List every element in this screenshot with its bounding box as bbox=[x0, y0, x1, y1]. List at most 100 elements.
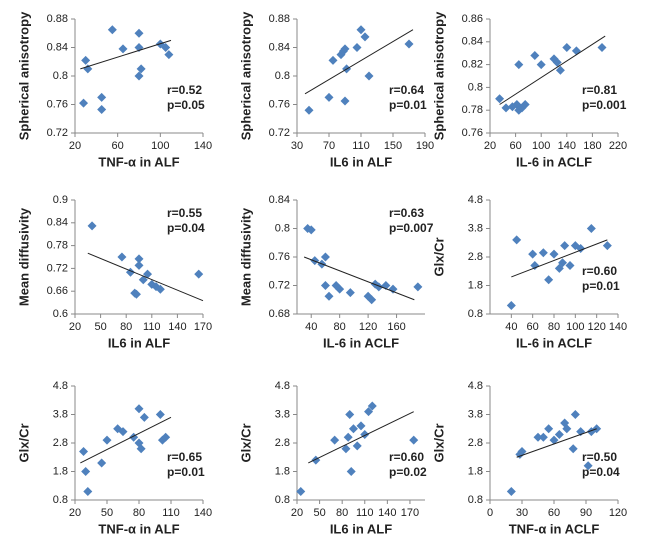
y-tick-label: 0.78 bbox=[47, 240, 68, 252]
y-tick-label: 2.8 bbox=[275, 437, 290, 449]
data-point bbox=[134, 28, 144, 38]
data-point bbox=[97, 458, 107, 468]
data-point bbox=[118, 427, 128, 437]
x-tick-label: 70 bbox=[323, 140, 335, 152]
data-point bbox=[506, 300, 516, 310]
y-tick-label: 0.68 bbox=[269, 308, 290, 320]
y-tick-label: 0.84 bbox=[269, 194, 290, 206]
trend-line bbox=[80, 39, 172, 70]
y-tick-label: 0.8 bbox=[468, 81, 483, 93]
data-point bbox=[367, 401, 377, 411]
data-point bbox=[356, 25, 366, 35]
y-tick-label: 0.66 bbox=[47, 285, 68, 297]
x-tick-label: 20 bbox=[69, 507, 81, 519]
y-tick-label: 0.72 bbox=[269, 127, 290, 139]
trend-line bbox=[499, 35, 606, 105]
y-axis-label: Mean diffusivity bbox=[238, 207, 253, 306]
y-tick-label: 0.88 bbox=[269, 13, 290, 25]
data-point bbox=[346, 467, 356, 476]
x-axis-label: IL-6 in ACLF bbox=[516, 335, 592, 350]
annotation: r=0.81 bbox=[582, 83, 617, 97]
data-point bbox=[552, 57, 562, 67]
y-axis-label: Spherical anisotropy bbox=[238, 11, 253, 140]
data-point bbox=[571, 46, 581, 56]
x-tick-label: 120 bbox=[609, 507, 627, 519]
y-tick-label: 0.84 bbox=[462, 36, 483, 48]
data-point bbox=[81, 467, 91, 476]
data-point bbox=[514, 60, 524, 70]
data-point bbox=[340, 96, 350, 106]
data-point bbox=[340, 44, 350, 54]
trend-line bbox=[516, 428, 597, 458]
data-point bbox=[345, 288, 355, 298]
data-point bbox=[555, 65, 565, 75]
x-axis-label: IL6 in ALF bbox=[108, 335, 170, 350]
x-tick-label: 20 bbox=[69, 321, 81, 333]
data-point bbox=[117, 252, 127, 262]
y-tick-label: 3.8 bbox=[53, 408, 68, 420]
data-point bbox=[568, 444, 578, 454]
data-point bbox=[328, 55, 338, 65]
annotation: r=0.50 bbox=[582, 450, 617, 464]
data-point bbox=[107, 25, 117, 35]
y-tick-label: 3.8 bbox=[468, 222, 483, 234]
data-point bbox=[343, 432, 353, 442]
trend-line bbox=[80, 416, 172, 464]
x-tick-label: 140 bbox=[558, 140, 576, 152]
y-tick-label: 0.76 bbox=[269, 251, 290, 263]
data-point bbox=[558, 258, 568, 268]
data-point bbox=[134, 404, 144, 414]
data-point bbox=[560, 241, 570, 251]
x-tick-label: 140 bbox=[378, 507, 396, 519]
x-tick-label: 60 bbox=[509, 140, 521, 152]
y-tick-label: 0.84 bbox=[47, 217, 68, 229]
y-tick-label: 0.84 bbox=[269, 41, 290, 53]
data-point bbox=[136, 64, 146, 74]
data-point bbox=[597, 43, 607, 52]
x-tick-label: 20 bbox=[291, 507, 303, 519]
data-point bbox=[544, 275, 554, 285]
data-point bbox=[155, 284, 165, 294]
x-tick-label: 140 bbox=[609, 321, 627, 333]
data-point bbox=[143, 269, 153, 279]
x-tick-label: 80 bbox=[334, 321, 346, 333]
data-point bbox=[364, 407, 374, 417]
data-point bbox=[495, 94, 505, 104]
x-tick-label: 110 bbox=[143, 321, 161, 333]
y-tick-label: 0.88 bbox=[47, 13, 68, 25]
y-tick-label: 0.78 bbox=[462, 104, 483, 116]
y-tick-label: 0.8 bbox=[275, 70, 290, 82]
x-tick-label: 80 bbox=[336, 507, 348, 519]
x-tick-label: 90 bbox=[580, 507, 592, 519]
y-tick-label: 2.8 bbox=[468, 251, 483, 263]
annotation: r=0.55 bbox=[167, 206, 202, 220]
data-point bbox=[549, 249, 559, 259]
y-axis-label: Glx/Cr bbox=[431, 237, 446, 276]
annotation: r=0.60 bbox=[389, 450, 424, 464]
data-point bbox=[83, 64, 93, 74]
data-point bbox=[538, 432, 548, 442]
data-point bbox=[409, 435, 419, 445]
annotation: r=0.64 bbox=[389, 83, 424, 97]
x-tick-label: 0 bbox=[487, 507, 493, 519]
data-point bbox=[310, 256, 320, 266]
y-tick-label: 0.6 bbox=[53, 308, 68, 320]
y-tick-label: 0.84 bbox=[47, 41, 68, 53]
data-point bbox=[413, 282, 423, 292]
data-point bbox=[194, 269, 204, 279]
data-point bbox=[81, 55, 91, 65]
y-axis-label: Mean diffusivity bbox=[16, 207, 31, 306]
y-axis-label: Spherical anisotropy bbox=[16, 11, 31, 140]
trend-line bbox=[308, 411, 414, 464]
y-tick-label: 4.8 bbox=[468, 194, 483, 206]
data-point bbox=[102, 435, 112, 445]
y-tick-label: 0.86 bbox=[462, 13, 483, 25]
x-tick-label: 110 bbox=[356, 507, 374, 519]
x-tick-label: 180 bbox=[583, 140, 601, 152]
data-point bbox=[118, 44, 128, 54]
data-point bbox=[538, 248, 548, 258]
x-tick-label: 60 bbox=[527, 321, 539, 333]
y-tick-label: 0.72 bbox=[47, 262, 68, 274]
annotation: r=0.63 bbox=[389, 206, 424, 220]
